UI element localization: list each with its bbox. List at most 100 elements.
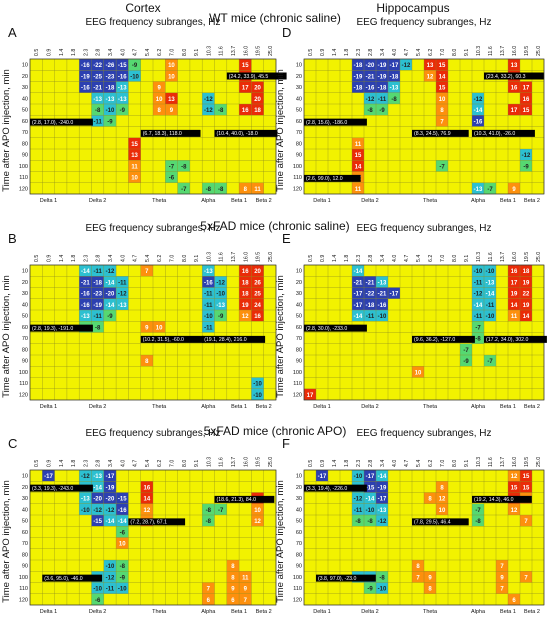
cell-value-label: 22 (523, 292, 530, 298)
heatmap-cell (436, 503, 448, 515)
heatmap-cell (116, 515, 129, 527)
heatmap-cell (103, 503, 117, 515)
cell-value-label: 25 (254, 292, 261, 298)
cell-value-label: 8 (416, 564, 420, 570)
heatmap-cell (79, 310, 92, 322)
heatmap-cell (165, 171, 178, 183)
heatmap-cell (364, 287, 376, 299)
cell-value-label: 16 (523, 97, 530, 103)
cell-value-label: 16 (242, 108, 249, 114)
heatmap-cell (520, 298, 532, 310)
cell-value-label: -12 (118, 292, 127, 298)
cell-value-label: -9 (107, 119, 113, 125)
heatmap-cell (226, 560, 240, 572)
heatmap-cell (520, 276, 532, 288)
heatmap-cell (165, 70, 178, 82)
heatmap-cell (436, 70, 448, 82)
heatmap-cell (412, 560, 424, 572)
heatmap-cell (103, 115, 117, 127)
freq-tick-label: 4.7 (404, 255, 410, 262)
cell-value-label: 17 (307, 393, 314, 399)
heatmap-cell (239, 59, 252, 71)
extremum-label: (2.8, 15.6), -186.0 (306, 120, 347, 126)
heatmap-cell (508, 104, 520, 116)
heatmap-cell (520, 160, 532, 172)
heatmap-cell (128, 149, 141, 161)
heatmap-cell (364, 276, 376, 288)
cell-value-label: -8 (218, 187, 224, 193)
extremum-label-box (202, 335, 266, 343)
time-tick-label: 110 (19, 175, 28, 181)
cell-value-label: -21 (366, 280, 375, 286)
heatmap-cell (412, 366, 424, 378)
heatmap-cell (91, 104, 104, 116)
cell-value-label: -15 (93, 519, 102, 525)
cell-value-label: -20 (93, 497, 102, 503)
heatmap-cell (508, 59, 520, 71)
cell-value-label: -6 (95, 598, 101, 604)
time-tick-label: 30 (22, 85, 28, 91)
cell-value-label: 10 (415, 370, 422, 376)
cell-value-label: 12 (511, 474, 518, 480)
freq-tick-label: 6.2 (428, 255, 434, 262)
heatmap-cell (202, 276, 215, 288)
freq-tick-label: 1.4 (332, 460, 338, 467)
cell-value-label: -10 (204, 314, 213, 320)
heatmap-cell (140, 481, 153, 493)
freq-tick-label: 0.5 (34, 49, 40, 56)
freq-tick-label: 2.8 (96, 49, 102, 56)
cell-value-label: -10 (216, 292, 225, 298)
heatmap-cell (400, 59, 412, 71)
heatmap-cell (202, 321, 215, 333)
band-label: Beta 2 (524, 609, 540, 615)
heatmap-cell (103, 59, 117, 71)
heatmap-panel-A: A EEG frequency subranges, Hz Time after A… (1, 17, 287, 204)
row-title-wt-saline: WT mice (chronic saline) (209, 11, 341, 25)
cell-value-label: -9 (120, 575, 126, 581)
time-tick-label: 60 (296, 530, 302, 536)
cell-value-label: -18 (93, 280, 102, 286)
time-tick-label: 110 (293, 586, 302, 592)
cell-value-label: 18 (254, 108, 261, 114)
heatmap-panel-F: F EEG frequency subranges, Hz Time after A… (275, 428, 545, 615)
heatmap-cell (91, 593, 104, 605)
freq-tick-label: 11.6 (488, 457, 494, 467)
heatmap-cell (352, 470, 364, 482)
freq-tick-label: 13.7 (231, 252, 237, 262)
heatmap-cell (79, 81, 92, 93)
heatmap-cell (376, 470, 388, 482)
freq-tick-label: 2.3 (356, 255, 362, 262)
band-label: Delta 1 (313, 404, 330, 410)
cell-value-label: 10 (119, 542, 126, 548)
freq-tick-label: 16.0 (243, 46, 249, 56)
cell-value-label: 7 (416, 575, 420, 581)
heatmap-cell (508, 593, 520, 605)
time-tick-label: 80 (296, 552, 302, 558)
panel-letter: A (8, 25, 17, 40)
cell-value-label: 15 (439, 86, 446, 92)
cell-value-label: -20 (106, 497, 115, 503)
heatmap-cell (177, 160, 190, 172)
heatmap-cell (239, 182, 252, 194)
band-label: Beta 2 (256, 198, 272, 204)
y-axis-title: Time after APO injection, min (1, 275, 12, 398)
cell-value-label: 15 (511, 485, 518, 491)
cell-value-label: -10 (81, 508, 90, 514)
freq-tick-label: 2.8 (368, 255, 374, 262)
time-tick-label: 40 (22, 96, 28, 102)
freq-tick-label: 25.0 (268, 457, 274, 467)
cell-value-label: 19 (523, 303, 530, 309)
cell-value-label: -14 (118, 519, 127, 525)
time-tick-label: 30 (296, 85, 302, 91)
heatmap-cell (202, 593, 215, 605)
time-tick-label: 110 (293, 175, 302, 181)
heatmap-cell (128, 160, 141, 172)
freq-tick-label: 8.0 (452, 49, 458, 56)
cell-value-label: -12 (106, 508, 115, 514)
cell-value-label: -13 (118, 86, 127, 92)
heatmap-cell (103, 470, 117, 482)
freq-tick-label: 1.4 (332, 255, 338, 262)
time-tick-label: 10 (22, 269, 28, 275)
heatmap-cell (352, 149, 364, 161)
cell-value-label: -8 (206, 187, 212, 193)
